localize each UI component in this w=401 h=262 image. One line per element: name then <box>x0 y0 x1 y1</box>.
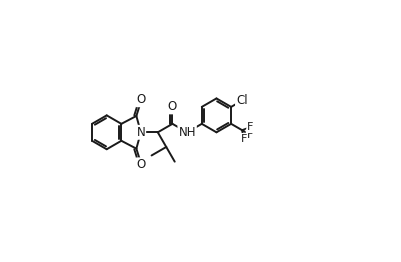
Text: O: O <box>136 158 146 171</box>
Text: Cl: Cl <box>235 94 247 107</box>
Text: F: F <box>240 134 246 144</box>
Text: F: F <box>246 130 252 140</box>
Text: N: N <box>136 126 145 139</box>
Text: O: O <box>136 93 146 106</box>
Text: O: O <box>167 100 177 113</box>
Text: F: F <box>247 122 253 132</box>
Text: NH: NH <box>178 126 195 139</box>
